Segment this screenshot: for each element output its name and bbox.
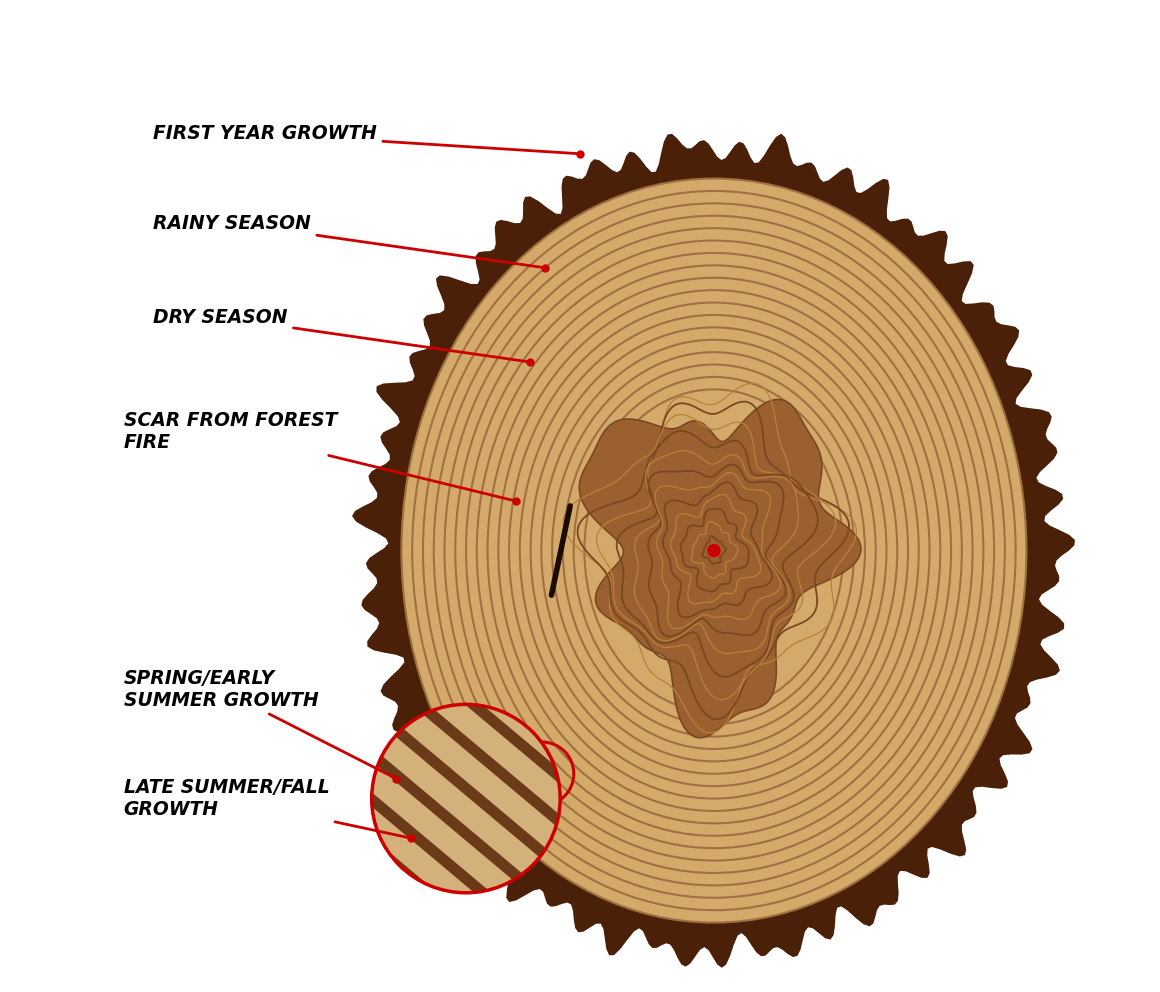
Polygon shape [382,671,606,861]
Text: SPRING/EARLY
SUMMER GROWTH: SPRING/EARLY SUMMER GROWTH [124,669,394,778]
Polygon shape [270,804,494,992]
Ellipse shape [487,278,941,823]
Polygon shape [314,750,538,940]
Ellipse shape [509,303,919,799]
Polygon shape [336,724,560,914]
Polygon shape [226,856,450,992]
Ellipse shape [466,253,962,848]
Polygon shape [404,645,628,834]
Ellipse shape [499,290,929,811]
Text: FIRST YEAR GROWTH: FIRST YEAR GROWTH [153,124,578,154]
Text: SCAR FROM FOREST
FIRE: SCAR FROM FOREST FIRE [124,411,513,500]
Circle shape [708,545,720,557]
Ellipse shape [530,327,897,774]
Polygon shape [492,539,716,729]
Ellipse shape [412,190,1016,911]
Ellipse shape [444,228,984,873]
Ellipse shape [477,265,951,835]
Ellipse shape [520,315,908,786]
Polygon shape [579,400,861,738]
Polygon shape [426,618,650,808]
Ellipse shape [552,352,876,749]
Text: LATE SUMMER/FALL
GROWTH: LATE SUMMER/FALL GROWTH [124,778,408,837]
Ellipse shape [423,203,1005,898]
Ellipse shape [401,179,1027,923]
Polygon shape [248,829,472,992]
Polygon shape [360,697,582,888]
Polygon shape [204,883,427,992]
Ellipse shape [401,179,1027,923]
Text: DRY SEASON: DRY SEASON [153,308,528,362]
Polygon shape [470,565,694,755]
Ellipse shape [563,364,865,736]
Ellipse shape [542,339,886,762]
Ellipse shape [585,389,843,712]
Polygon shape [351,134,1075,968]
Polygon shape [292,777,516,967]
Circle shape [371,704,560,893]
Polygon shape [448,591,672,782]
Ellipse shape [434,216,994,886]
Text: RAINY SEASON: RAINY SEASON [153,213,543,268]
Ellipse shape [574,377,854,724]
Polygon shape [181,910,405,992]
Ellipse shape [455,240,972,860]
